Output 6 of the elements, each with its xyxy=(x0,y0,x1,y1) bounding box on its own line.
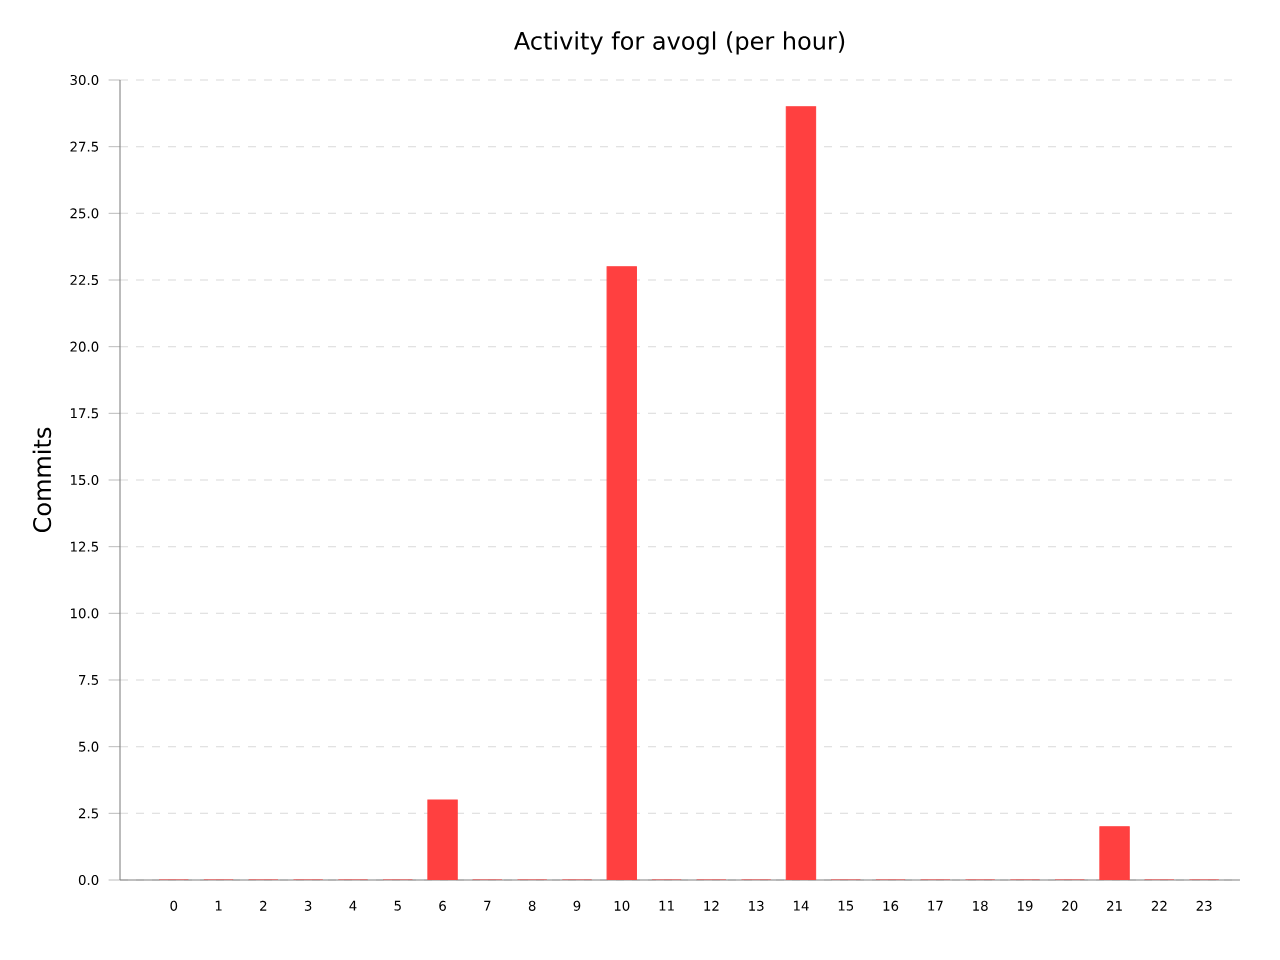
bar xyxy=(1099,826,1130,880)
bar xyxy=(785,106,817,880)
y-axis-title: Commits xyxy=(32,427,52,533)
chart-title: Activity for avogl (per hour) xyxy=(514,31,845,55)
bar xyxy=(427,799,458,880)
bar xyxy=(606,266,637,880)
